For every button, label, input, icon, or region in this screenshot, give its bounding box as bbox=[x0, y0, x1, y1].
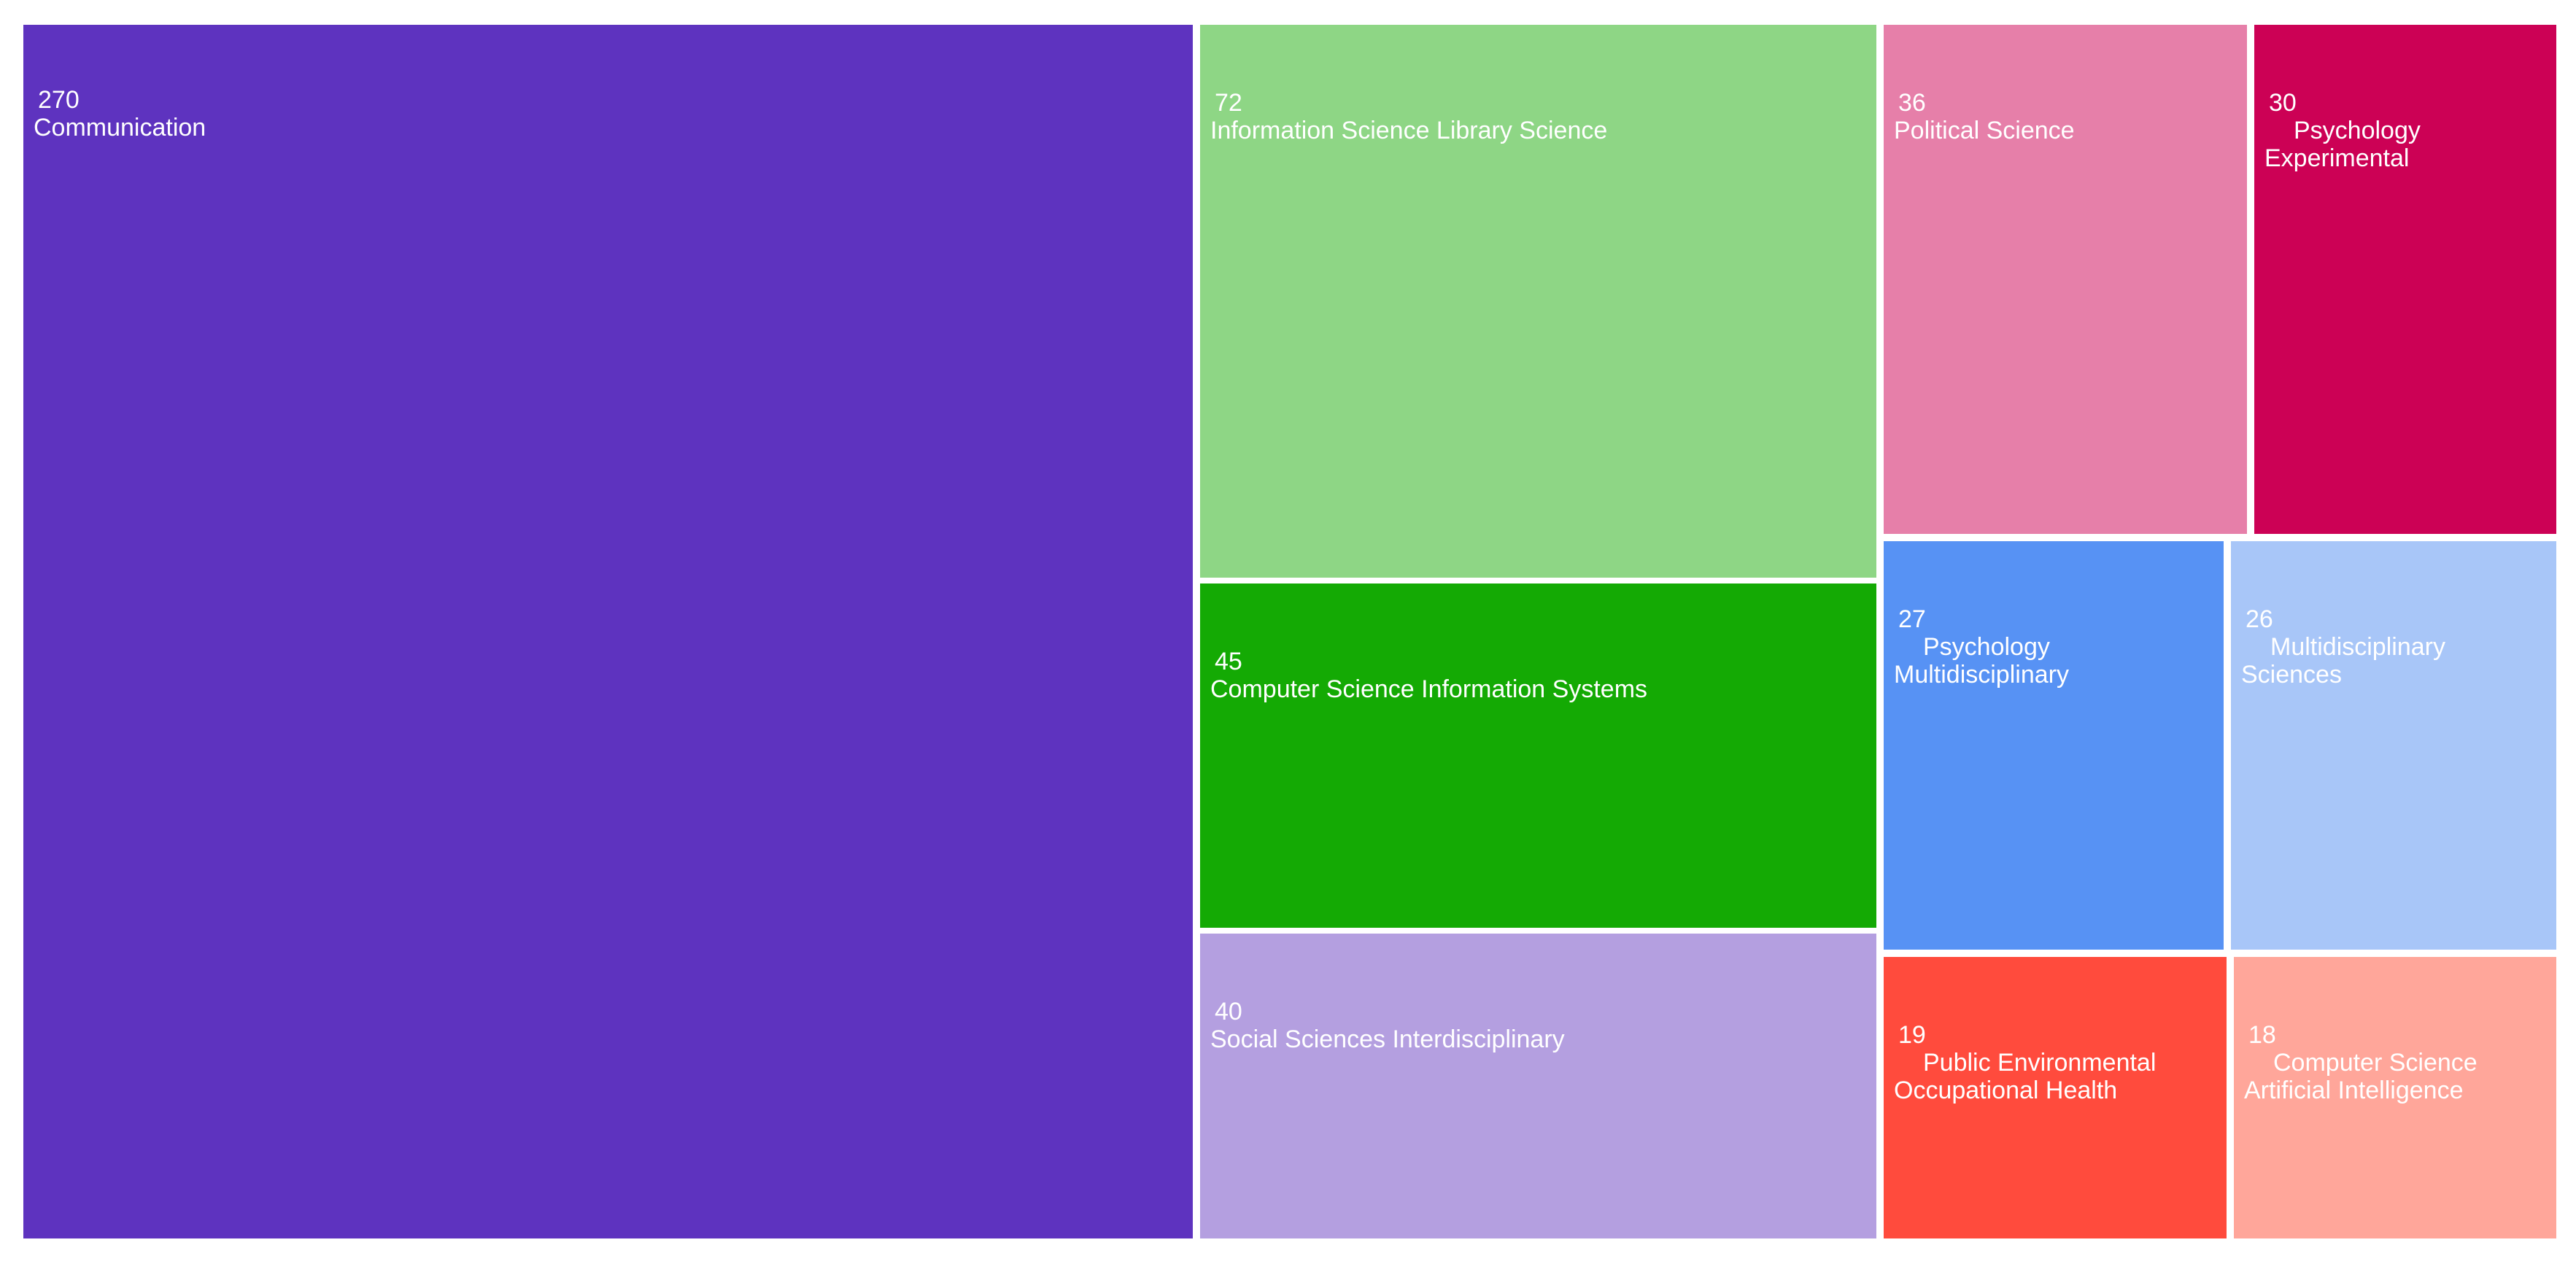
treemap-tile-computer-science-information-systems: 45 Computer Science Information Systems bbox=[1200, 583, 1876, 928]
treemap-tile-name: Multidisciplinary Sciences bbox=[2241, 633, 2445, 689]
treemap-tile-label: 27 Psychology Multidisciplinary bbox=[1894, 605, 2213, 689]
treemap-tile-multidisciplinary-sciences: 26 Multidisciplinary Sciences bbox=[2231, 541, 2556, 950]
treemap-tile-value: 72 bbox=[1215, 89, 1242, 117]
treemap-tile-name: Political Science bbox=[1894, 117, 2075, 144]
treemap-tile-label: 36 Political Science bbox=[1894, 89, 2237, 144]
treemap-tile-name: Public Environmental Occupational Health bbox=[1894, 1049, 2157, 1104]
treemap-tile-value: 19 bbox=[1898, 1021, 1926, 1049]
treemap-tile-psychology-multidisciplinary: 27 Psychology Multidisciplinary bbox=[1884, 541, 2224, 950]
treemap-tile-value: 30 bbox=[2269, 89, 2297, 117]
treemap-tile-label: 40 Social Sciences Interdisciplinary bbox=[1210, 998, 1866, 1053]
treemap-tile-value: 40 bbox=[1215, 998, 1242, 1025]
treemap-tile-label: 45 Computer Science Information Systems bbox=[1210, 648, 1866, 703]
treemap-tile-value: 26 bbox=[2246, 605, 2273, 633]
treemap-tile-name: Communication bbox=[34, 114, 206, 141]
treemap-tile-label: 26 Multidisciplinary Sciences bbox=[2241, 605, 2546, 689]
treemap-tile-value: 18 bbox=[2248, 1021, 2276, 1049]
treemap-tile-label: 270 Communication bbox=[34, 86, 1183, 141]
treemap-tile-name: Computer Science Information Systems bbox=[1210, 675, 1648, 703]
treemap-tile-value: 27 bbox=[1898, 605, 1926, 633]
treemap-tile-public-environmental-occupational-health: 19 Public Environmental Occupational Healt… bbox=[1884, 957, 2227, 1238]
treemap-tile-value: 270 bbox=[38, 86, 80, 114]
treemap-tile-name: Psychology Multidisciplinary bbox=[1894, 633, 2069, 689]
treemap-tile-label: 72 Information Science Library Science bbox=[1210, 89, 1866, 144]
treemap-tile-information-science-library-science: 72 Information Science Library Science bbox=[1200, 25, 1876, 578]
treemap-tile-name: Information Science Library Science bbox=[1210, 117, 1608, 144]
treemap-tile-value: 36 bbox=[1898, 89, 1926, 117]
treemap-tile-name: Psychology Experimental bbox=[2264, 117, 2421, 172]
treemap-tile-label: 30 Psychology Experimental bbox=[2264, 89, 2546, 172]
treemap-tile-social-sciences-interdisciplinary: 40 Social Sciences Interdisciplinary bbox=[1200, 934, 1876, 1238]
treemap-tile-communication: 270 Communication bbox=[23, 25, 1193, 1238]
treemap-tile-label: 19 Public Environmental Occupational Healt… bbox=[1894, 1021, 2216, 1104]
treemap-tile-computer-science-artificial-intelligence: 18 Computer Science Artificial Intelligenc… bbox=[2234, 957, 2556, 1238]
treemap-tile-name: Computer Science Artificial Intelligence bbox=[2244, 1049, 2478, 1104]
treemap-tile-label: 18 Computer Science Artificial Intelligenc… bbox=[2244, 1021, 2546, 1104]
treemap-tile-psychology-experimental: 30 Psychology Experimental bbox=[2254, 25, 2556, 534]
treemap-tile-political-science: 36 Political Science bbox=[1884, 25, 2247, 534]
treemap-tile-name: Social Sciences Interdisciplinary bbox=[1210, 1025, 1565, 1053]
treemap-tile-value: 45 bbox=[1215, 648, 1242, 675]
